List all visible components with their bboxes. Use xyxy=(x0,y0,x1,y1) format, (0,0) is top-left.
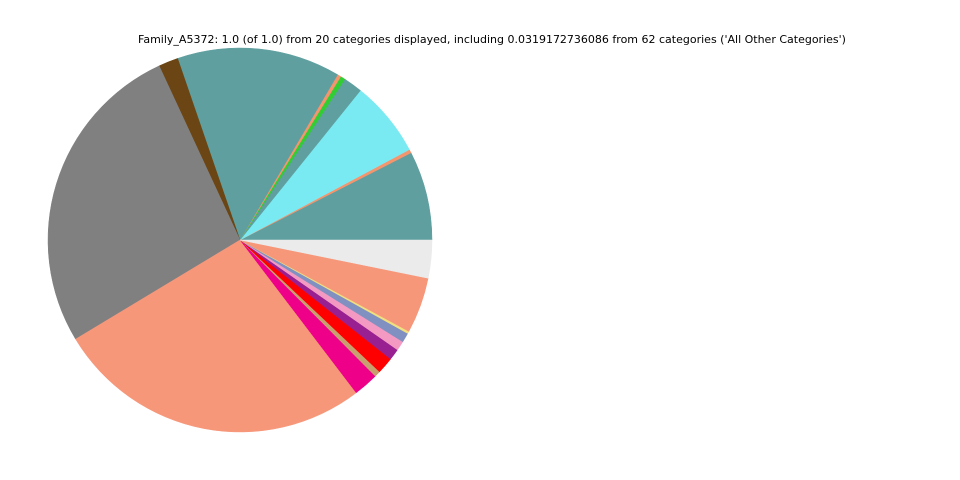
pie-slice xyxy=(239,239,433,279)
pie-slice xyxy=(47,65,241,340)
pie-slice xyxy=(75,239,357,433)
chart-title: Family_A5372: 1.0 (of 1.0) from 20 categ… xyxy=(138,33,846,46)
pie-slice xyxy=(177,47,338,241)
